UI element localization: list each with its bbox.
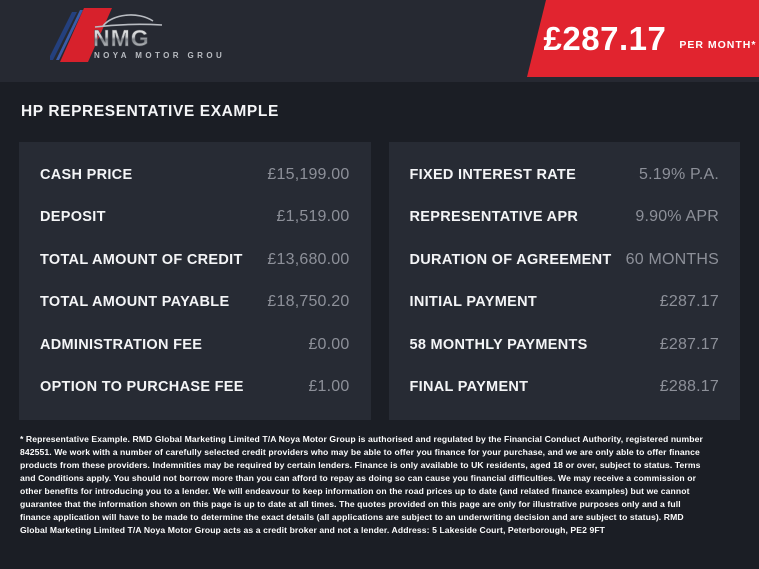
finance-label: REPRESENTATIVE APR	[409, 209, 579, 226]
logo-abbr: NMG	[93, 25, 150, 51]
finance-row: CASH PRICE £15,199.00	[40, 166, 350, 184]
finance-row: REPRESENTATIVE APR 9.90% APR	[410, 208, 720, 226]
finance-value: £13,680.00	[267, 250, 350, 268]
finance-value: £0.00	[308, 335, 350, 353]
page-title: HP REPRESENTATIVE EXAMPLE	[21, 103, 279, 120]
finance-label: FINAL PAYMENT	[409, 378, 529, 395]
finance-row: INITIAL PAYMENT £287.17	[410, 293, 720, 311]
logo-blue-stripe-icon	[56, 10, 83, 60]
logo-blue-stripe-icon	[50, 12, 77, 60]
finance-label: OPTION TO PURCHASE FEE	[40, 378, 244, 395]
finance-value: £287.17	[659, 335, 719, 353]
finance-row: TOTAL AMOUNT OF CREDIT £13,680.00	[40, 251, 350, 269]
finance-label: INITIAL PAYMENT	[409, 294, 537, 311]
finance-value: 60 MONTHS	[625, 250, 719, 268]
finance-label: TOTAL AMOUNT PAYABLE	[40, 294, 230, 311]
finance-label: 58 MONTHLY PAYMENTS	[409, 336, 588, 353]
finance-row: DURATION OF AGREEMENT 60 MONTHS	[410, 251, 720, 269]
finance-label: DEPOSIT	[40, 209, 106, 226]
finance-row: 58 MONTHLY PAYMENTS £287.17	[410, 336, 720, 354]
finance-panel-right: FIXED INTEREST RATE 5.19% P.A. REPRESENT…	[388, 142, 740, 420]
finance-label: TOTAL AMOUNT OF CREDIT	[40, 251, 243, 268]
legal-disclaimer: * Representative Example. RMD Global Mar…	[20, 434, 703, 535]
finance-row: FINAL PAYMENT £288.17	[410, 378, 720, 396]
finance-value: £15,199.00	[267, 166, 350, 183]
nmg-logo: NMG NOYA MOTOR GROUP	[50, 8, 222, 62]
finance-label: ADMINISTRATION FEE	[40, 336, 203, 353]
finance-label: CASH PRICE	[40, 167, 133, 183]
title-row: HP REPRESENTATIVE EXAMPLE	[0, 82, 759, 142]
logo-red-stripe-icon	[60, 8, 112, 62]
finance-value: £18,750.20	[267, 293, 350, 311]
finance-value: £288.17	[659, 377, 719, 395]
finance-label: DURATION OF AGREEMENT	[409, 251, 612, 268]
finance-row: TOTAL AMOUNT PAYABLE £18,750.20	[40, 293, 350, 311]
finance-label: FIXED INTEREST RATE	[409, 167, 577, 183]
finance-panels: CASH PRICE £15,199.00 DEPOSIT £1,519.00 …	[19, 142, 740, 420]
finance-value: £287.17	[659, 293, 719, 311]
finance-row: OPTION TO PURCHASE FEE £1.00	[40, 378, 350, 396]
logo-name: NOYA MOTOR GROUP	[94, 51, 222, 60]
finance-row: ADMINISTRATION FEE £0.00	[40, 336, 350, 354]
header: NMG NOYA MOTOR GROUP £287.17 PER MONTH*	[0, 0, 759, 82]
price-banner: £287.17 PER MONTH*	[527, 0, 759, 77]
finance-row: DEPOSIT £1,519.00	[40, 208, 350, 226]
finance-value: 9.90% APR	[635, 208, 719, 226]
monthly-price: £287.17	[543, 19, 667, 57]
finance-row: FIXED INTEREST RATE 5.19% P.A.	[410, 166, 720, 184]
monthly-price-suffix: PER MONTH*	[679, 38, 757, 51]
finance-panel-left: CASH PRICE £15,199.00 DEPOSIT £1,519.00 …	[19, 142, 371, 420]
car-silhouette-icon	[94, 14, 163, 28]
finance-value: £1,519.00	[276, 208, 350, 226]
finance-value: 5.19% P.A.	[639, 166, 719, 183]
finance-value: £1.00	[308, 377, 350, 395]
